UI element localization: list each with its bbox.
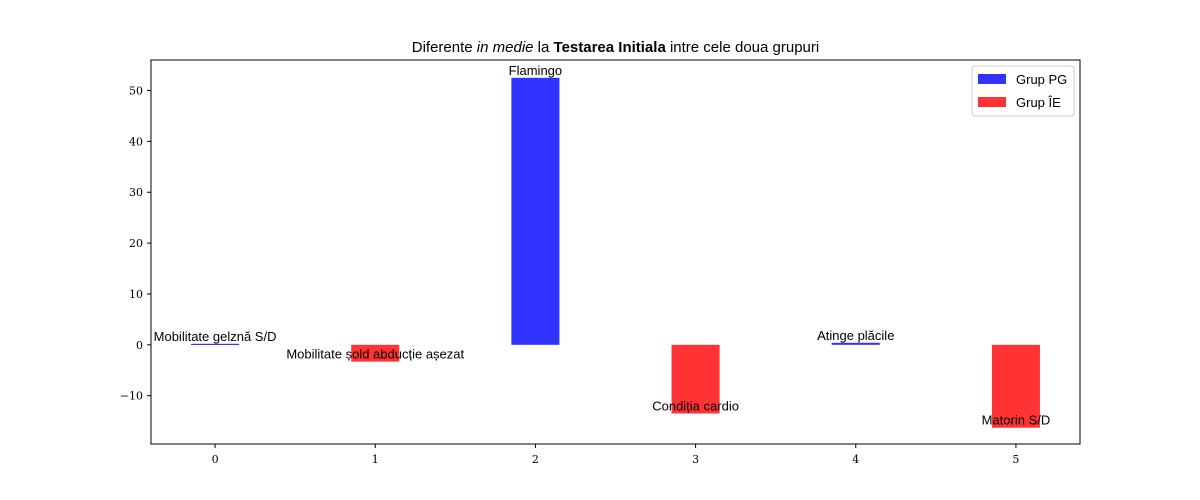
bar-2 [511,77,560,345]
bar-4 [831,342,880,345]
y-tick-label-0: −10 [120,390,143,403]
y-tick-label-4: 30 [129,186,143,199]
y-tick-label-6: 50 [129,85,143,98]
legend: Grup PG Grup ÎE [971,65,1075,117]
title-part-4: intre cele doua grupuri [666,39,819,56]
chart-title: Diferente in medie la Testarea Initiala … [412,39,819,56]
title-part-2: la [534,39,554,56]
legend-label-0: Grup PG [1016,72,1067,87]
x-tick-label-3: 3 [692,453,699,466]
y-tick-label-5: 40 [129,135,143,148]
bar-label-0: Mobilitate gelznă S/D [154,329,277,344]
bar-1 [351,344,400,362]
plot-area: Mobilitate gelznă S/D Mobilitate șold abd… [120,63,1050,466]
bar-label-3: Condiția cardio [652,398,739,413]
x-tick-label-5: 5 [1012,453,1019,466]
bar-label-1: Mobilitate șold abducție așezat [286,347,464,362]
legend-label-1: Grup ÎE [1016,95,1061,110]
x-tick-label-1: 1 [372,453,379,466]
x-tick-label-0: 0 [212,453,219,466]
y-tick-label-1: 0 [136,339,143,352]
x-tick-label-4: 4 [852,453,859,466]
legend-swatch-0 [978,74,1006,84]
title-part-0: Diferente [412,39,477,56]
y-tick-label-3: 20 [129,237,143,250]
bar-3 [671,344,720,414]
bar-label-2: Flamingo [509,63,562,78]
bar-label-4: Atinge plăcile [817,328,894,343]
x-tick-label-2: 2 [532,453,539,466]
axes-frame [150,59,1081,445]
title-part-1: in medie [477,39,534,56]
title-part-3: Testarea Initiala [554,39,667,56]
bar-0 [191,343,240,346]
bar-label-5: Matorin S/D [982,413,1051,428]
y-tick-label-2: 10 [129,288,143,301]
bar-5 [991,344,1040,428]
legend-swatch-1 [978,97,1006,107]
